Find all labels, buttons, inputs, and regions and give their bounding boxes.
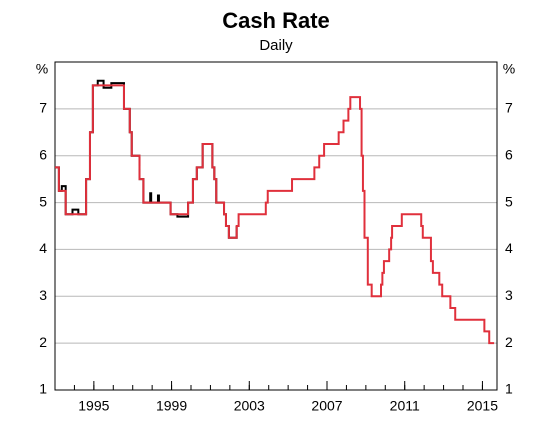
y-tick-label: 2 bbox=[39, 334, 47, 350]
y-tick-label: 1 bbox=[39, 381, 47, 397]
plot-frame bbox=[54, 61, 498, 391]
y-tick-label-right: 2 bbox=[505, 334, 513, 350]
y-tick-label: 3 bbox=[39, 287, 47, 303]
y-tick-label-right: 4 bbox=[505, 240, 513, 256]
x-tick-label: 2015 bbox=[467, 398, 498, 414]
y-tick-label: 4 bbox=[39, 240, 47, 256]
y-tick-label-right: 1 bbox=[505, 381, 513, 397]
x-tick-label: 1999 bbox=[156, 398, 187, 414]
y-unit-right: % bbox=[503, 61, 515, 77]
x-tick-label: 2007 bbox=[311, 398, 342, 414]
series-line bbox=[55, 84, 495, 345]
y-tick-label-right: 5 bbox=[505, 193, 513, 209]
y-tick-label: 6 bbox=[39, 146, 47, 162]
x-tick-label: 1995 bbox=[78, 398, 109, 414]
y-unit-left: % bbox=[36, 61, 48, 77]
x-tick-label: 2011 bbox=[390, 398, 420, 414]
chart-title: Cash Rate bbox=[222, 8, 330, 33]
y-tick-label: 5 bbox=[39, 193, 47, 209]
x-tick-label: 2003 bbox=[234, 398, 265, 414]
y-tick-label-right: 7 bbox=[505, 100, 513, 116]
y-tick-label-right: 6 bbox=[505, 146, 513, 162]
y-tick-label-right: 3 bbox=[505, 287, 513, 303]
y-tick-label: 7 bbox=[39, 100, 47, 116]
chart-subtitle: Daily bbox=[259, 37, 293, 54]
